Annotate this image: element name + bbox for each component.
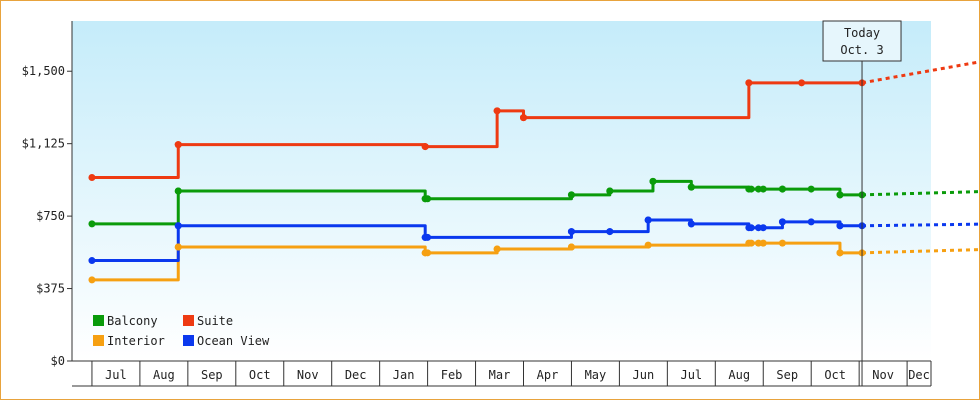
interior-point xyxy=(174,243,182,251)
x-tick-label: Apr xyxy=(537,368,559,382)
interior-point xyxy=(778,239,786,247)
balcony-point xyxy=(567,191,575,199)
suite-series-line xyxy=(91,81,863,179)
series-lines xyxy=(88,60,979,284)
ocean-view-legend-label: Ocean View xyxy=(197,334,270,348)
interior-point xyxy=(754,239,762,247)
suite-point xyxy=(520,114,527,122)
ocean-view-point xyxy=(836,222,844,230)
today-marker: Today Oct. 3 xyxy=(822,20,902,386)
ocean-view-point xyxy=(644,216,652,224)
suite-legend-swatch xyxy=(183,315,194,326)
ocean-view-point xyxy=(754,224,762,232)
interior-point xyxy=(759,239,767,247)
x-tick-label: May xyxy=(585,368,607,382)
x-tick-label: Feb xyxy=(441,368,463,382)
y-tick-label: $1,125 xyxy=(22,137,65,151)
y-tick-label: $0 xyxy=(51,354,65,368)
balcony-point xyxy=(836,191,844,199)
ocean-view-point xyxy=(759,224,767,232)
suite-point xyxy=(88,173,96,181)
ocean-view-point xyxy=(747,224,755,232)
x-tick-label: Jul xyxy=(105,368,127,382)
today-box xyxy=(822,20,902,62)
balcony-point xyxy=(88,220,96,228)
balcony-point xyxy=(807,185,815,193)
ocean-view-legend-swatch xyxy=(183,335,194,346)
balcony-point xyxy=(778,185,786,193)
interior-legend-label: Interior xyxy=(107,334,165,348)
balcony-legend-swatch xyxy=(93,315,104,326)
y-tick-label: $750 xyxy=(36,209,65,223)
balcony-point xyxy=(759,185,767,193)
balcony-point xyxy=(606,187,614,195)
suite-point xyxy=(493,107,501,115)
ocean-view-point xyxy=(88,257,96,265)
x-tick-label: Oct xyxy=(249,368,271,382)
suite-point xyxy=(174,141,182,149)
ocean-view-series-line xyxy=(91,218,863,263)
balcony-point xyxy=(174,187,182,195)
balcony-point xyxy=(424,195,432,203)
x-tick-label: Mar xyxy=(489,368,511,382)
interior-legend-swatch xyxy=(93,335,104,346)
x-axis: Jul Aug Sep Oct Nov Dec Jan Feb Mar Apr May Jun Jul A… xyxy=(72,360,932,387)
interior-point xyxy=(747,239,755,247)
y-axis: $0 $375 $750 $1,125 $1,500 xyxy=(22,21,73,368)
balcony-point xyxy=(687,183,695,191)
y-tick-label: $1,500 xyxy=(22,64,65,78)
balcony-point xyxy=(754,185,762,193)
x-tick-label: Sep xyxy=(201,368,223,382)
balcony-legend-label: Balcony xyxy=(107,314,158,328)
x-tick-label: Jun xyxy=(633,368,655,382)
y-tick-label: $375 xyxy=(36,282,65,296)
ocean-view-point xyxy=(778,218,786,226)
ocean-view-point xyxy=(807,218,815,226)
suite-point xyxy=(798,79,806,87)
x-tick-label: Nov xyxy=(872,368,894,382)
balcony-point xyxy=(649,177,657,185)
x-tick-label: Oct xyxy=(824,368,846,382)
suite-point xyxy=(745,79,753,87)
x-tick-label: Jul xyxy=(680,368,702,382)
today-date: Oct. 3 xyxy=(840,43,883,57)
interior-point xyxy=(88,276,96,284)
ocean-view-point xyxy=(567,228,575,236)
balcony-point xyxy=(747,185,755,193)
interior-point xyxy=(493,245,501,253)
legend: Balcony Suite Interior Ocean View xyxy=(93,314,270,348)
x-tick-label: Nov xyxy=(297,368,319,382)
x-tick-label: Aug xyxy=(728,368,750,382)
interior-point xyxy=(644,241,652,249)
x-tick-label: Dec xyxy=(345,368,367,382)
ocean-view-point xyxy=(424,233,432,241)
suite-point xyxy=(421,143,429,151)
x-tick-label: Jan xyxy=(393,368,415,382)
today-label: Today xyxy=(844,26,880,40)
interior-point xyxy=(424,249,432,257)
x-tick-label: Dec xyxy=(908,368,930,382)
interior-point xyxy=(567,243,575,251)
ocean-view-forecast-line xyxy=(862,222,979,228)
x-tick-label: Aug xyxy=(153,368,175,382)
x-tick-label: Sep xyxy=(776,368,798,382)
suite-legend-label: Suite xyxy=(197,314,233,328)
ocean-view-point xyxy=(687,220,695,228)
interior-point xyxy=(836,249,844,257)
ocean-view-point xyxy=(174,222,182,230)
ocean-view-point xyxy=(606,228,614,236)
